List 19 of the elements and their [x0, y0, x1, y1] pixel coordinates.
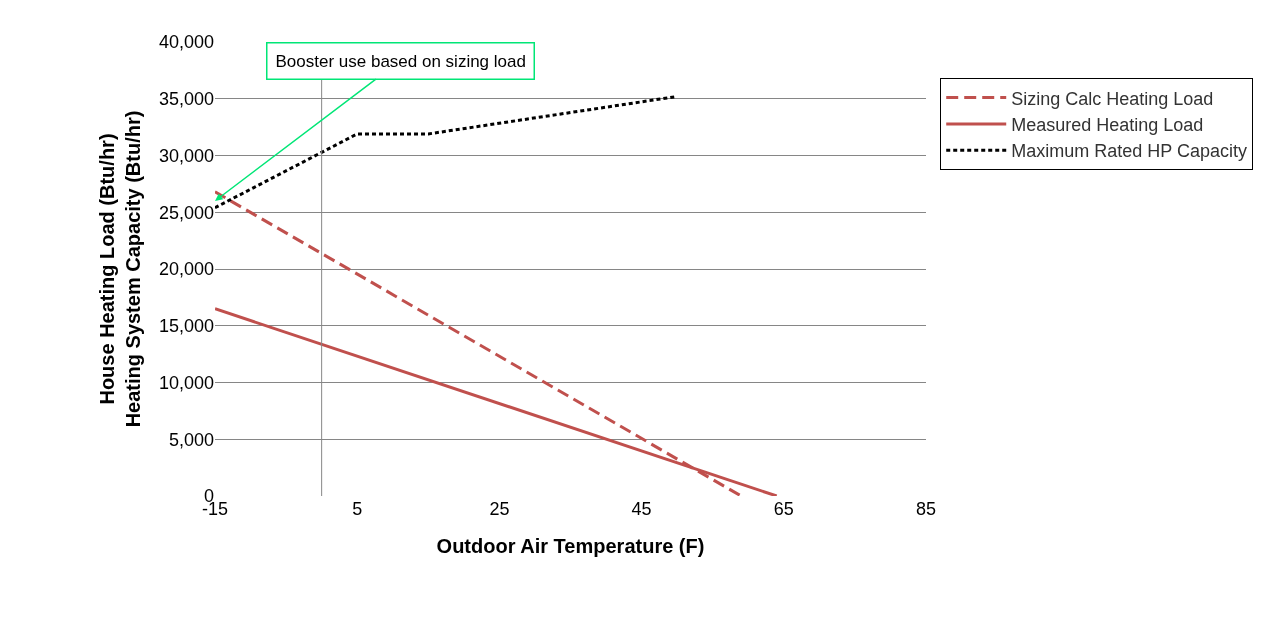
y-axis-title: House Heating Load (Btu/hr) Heating System Capacity (Btu/hr) [96, 110, 145, 428]
y-tick-label: 10,000 [158, 372, 214, 393]
x-axis-title: Outdoor Air Temperature (F) [436, 534, 705, 557]
y-tick-label: 5,000 [168, 429, 214, 450]
y-tick-label: 35,000 [158, 89, 214, 110]
y-tick-label: 25,000 [158, 202, 214, 223]
x-tick-label: 45 [631, 499, 652, 519]
legend-label: Measured Heating Load [1011, 114, 1204, 135]
y-tick-label: 30,000 [158, 145, 214, 166]
x-tick-label: 5 [352, 499, 363, 519]
x-tick-label: 85 [915, 499, 937, 519]
x-tick-label: 65 [773, 499, 794, 519]
annotation: Booster use based on sizing load [275, 51, 526, 71]
y-tick-label: 20,000 [158, 259, 214, 280]
legend-label: Sizing Calc Heating Load [1011, 88, 1214, 109]
legend-label: Maximum Rated HP Capacity [1011, 141, 1247, 162]
y-tick-label: 15,000 [158, 316, 214, 337]
x-tick-label: 25 [489, 499, 510, 519]
y-tick-label: 40,000 [158, 32, 214, 53]
